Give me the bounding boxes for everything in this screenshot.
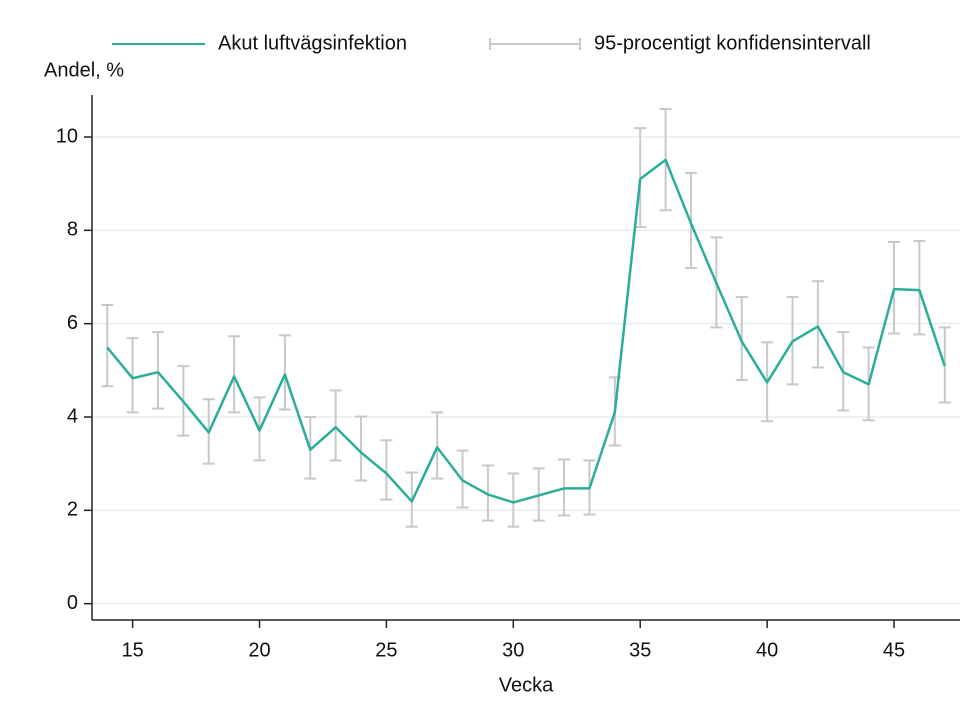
error-bar (913, 240, 926, 336)
x-tick-label: 25 (375, 639, 397, 661)
x-tick-label: 45 (883, 639, 905, 661)
x-tick-label: 30 (502, 639, 524, 661)
y-tick-label: 2 (67, 499, 78, 521)
x-tick-label: 35 (629, 639, 651, 661)
error-bar (101, 304, 114, 388)
error-bar (329, 389, 342, 462)
error-bar (278, 334, 291, 411)
y-tick-label: 4 (67, 405, 78, 427)
y-axis-label: Andel, % (44, 59, 124, 81)
x-tick-label: 20 (248, 639, 270, 661)
error-bar (355, 415, 368, 482)
y-tick-label: 6 (67, 312, 78, 334)
x-tick-label: 40 (756, 639, 778, 661)
y-tick-label: 0 (67, 592, 78, 614)
error-bar (380, 439, 393, 501)
legend-label: Akut luftvägsinfektion (218, 32, 407, 54)
y-tick-label: 10 (56, 125, 78, 147)
error-bar (431, 411, 444, 480)
legend-label: 95-procentigt konfidensintervall (594, 32, 871, 54)
line (106, 158, 946, 504)
error-bar (888, 241, 901, 335)
error-bar (151, 331, 164, 410)
error-bar (811, 280, 824, 369)
error-bar (228, 335, 241, 414)
y-tick-label: 8 (67, 219, 78, 241)
x-axis-label: Vecka (499, 674, 554, 696)
error-bar (126, 337, 139, 414)
x-tick-label: 15 (121, 639, 143, 661)
error-bar (507, 472, 520, 528)
